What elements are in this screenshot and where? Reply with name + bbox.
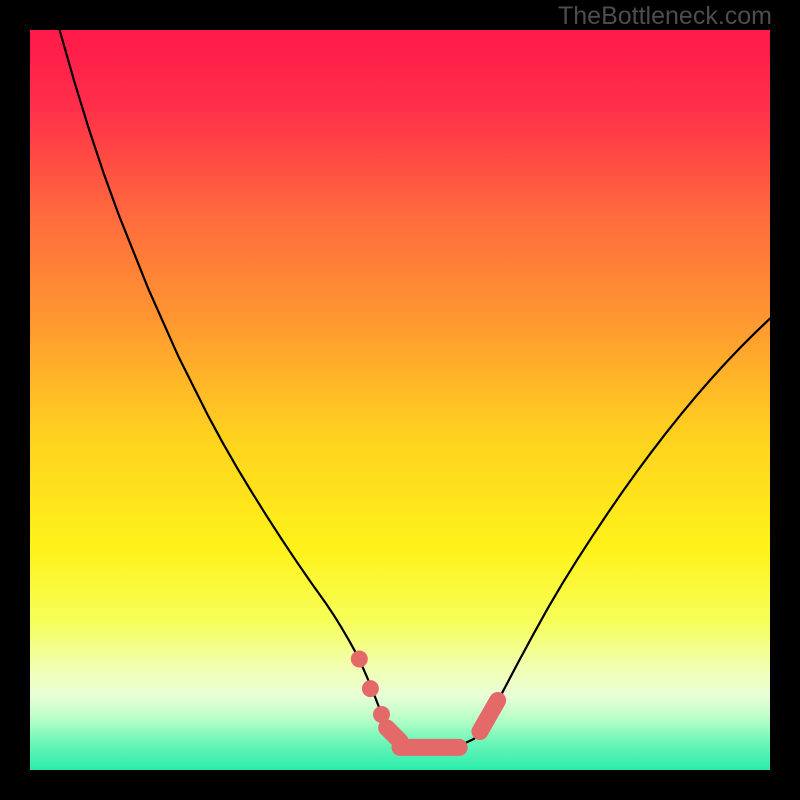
marker-dot-left-1 <box>362 680 379 697</box>
marker-dot-left-0 <box>351 651 368 668</box>
chart-canvas: TheBottleneck.com <box>0 0 800 800</box>
heat-gradient-background <box>30 30 770 770</box>
watermark-text: TheBottleneck.com <box>558 2 772 31</box>
marker-capsule-left <box>387 728 400 741</box>
bottleneck-chart-svg <box>0 0 800 800</box>
